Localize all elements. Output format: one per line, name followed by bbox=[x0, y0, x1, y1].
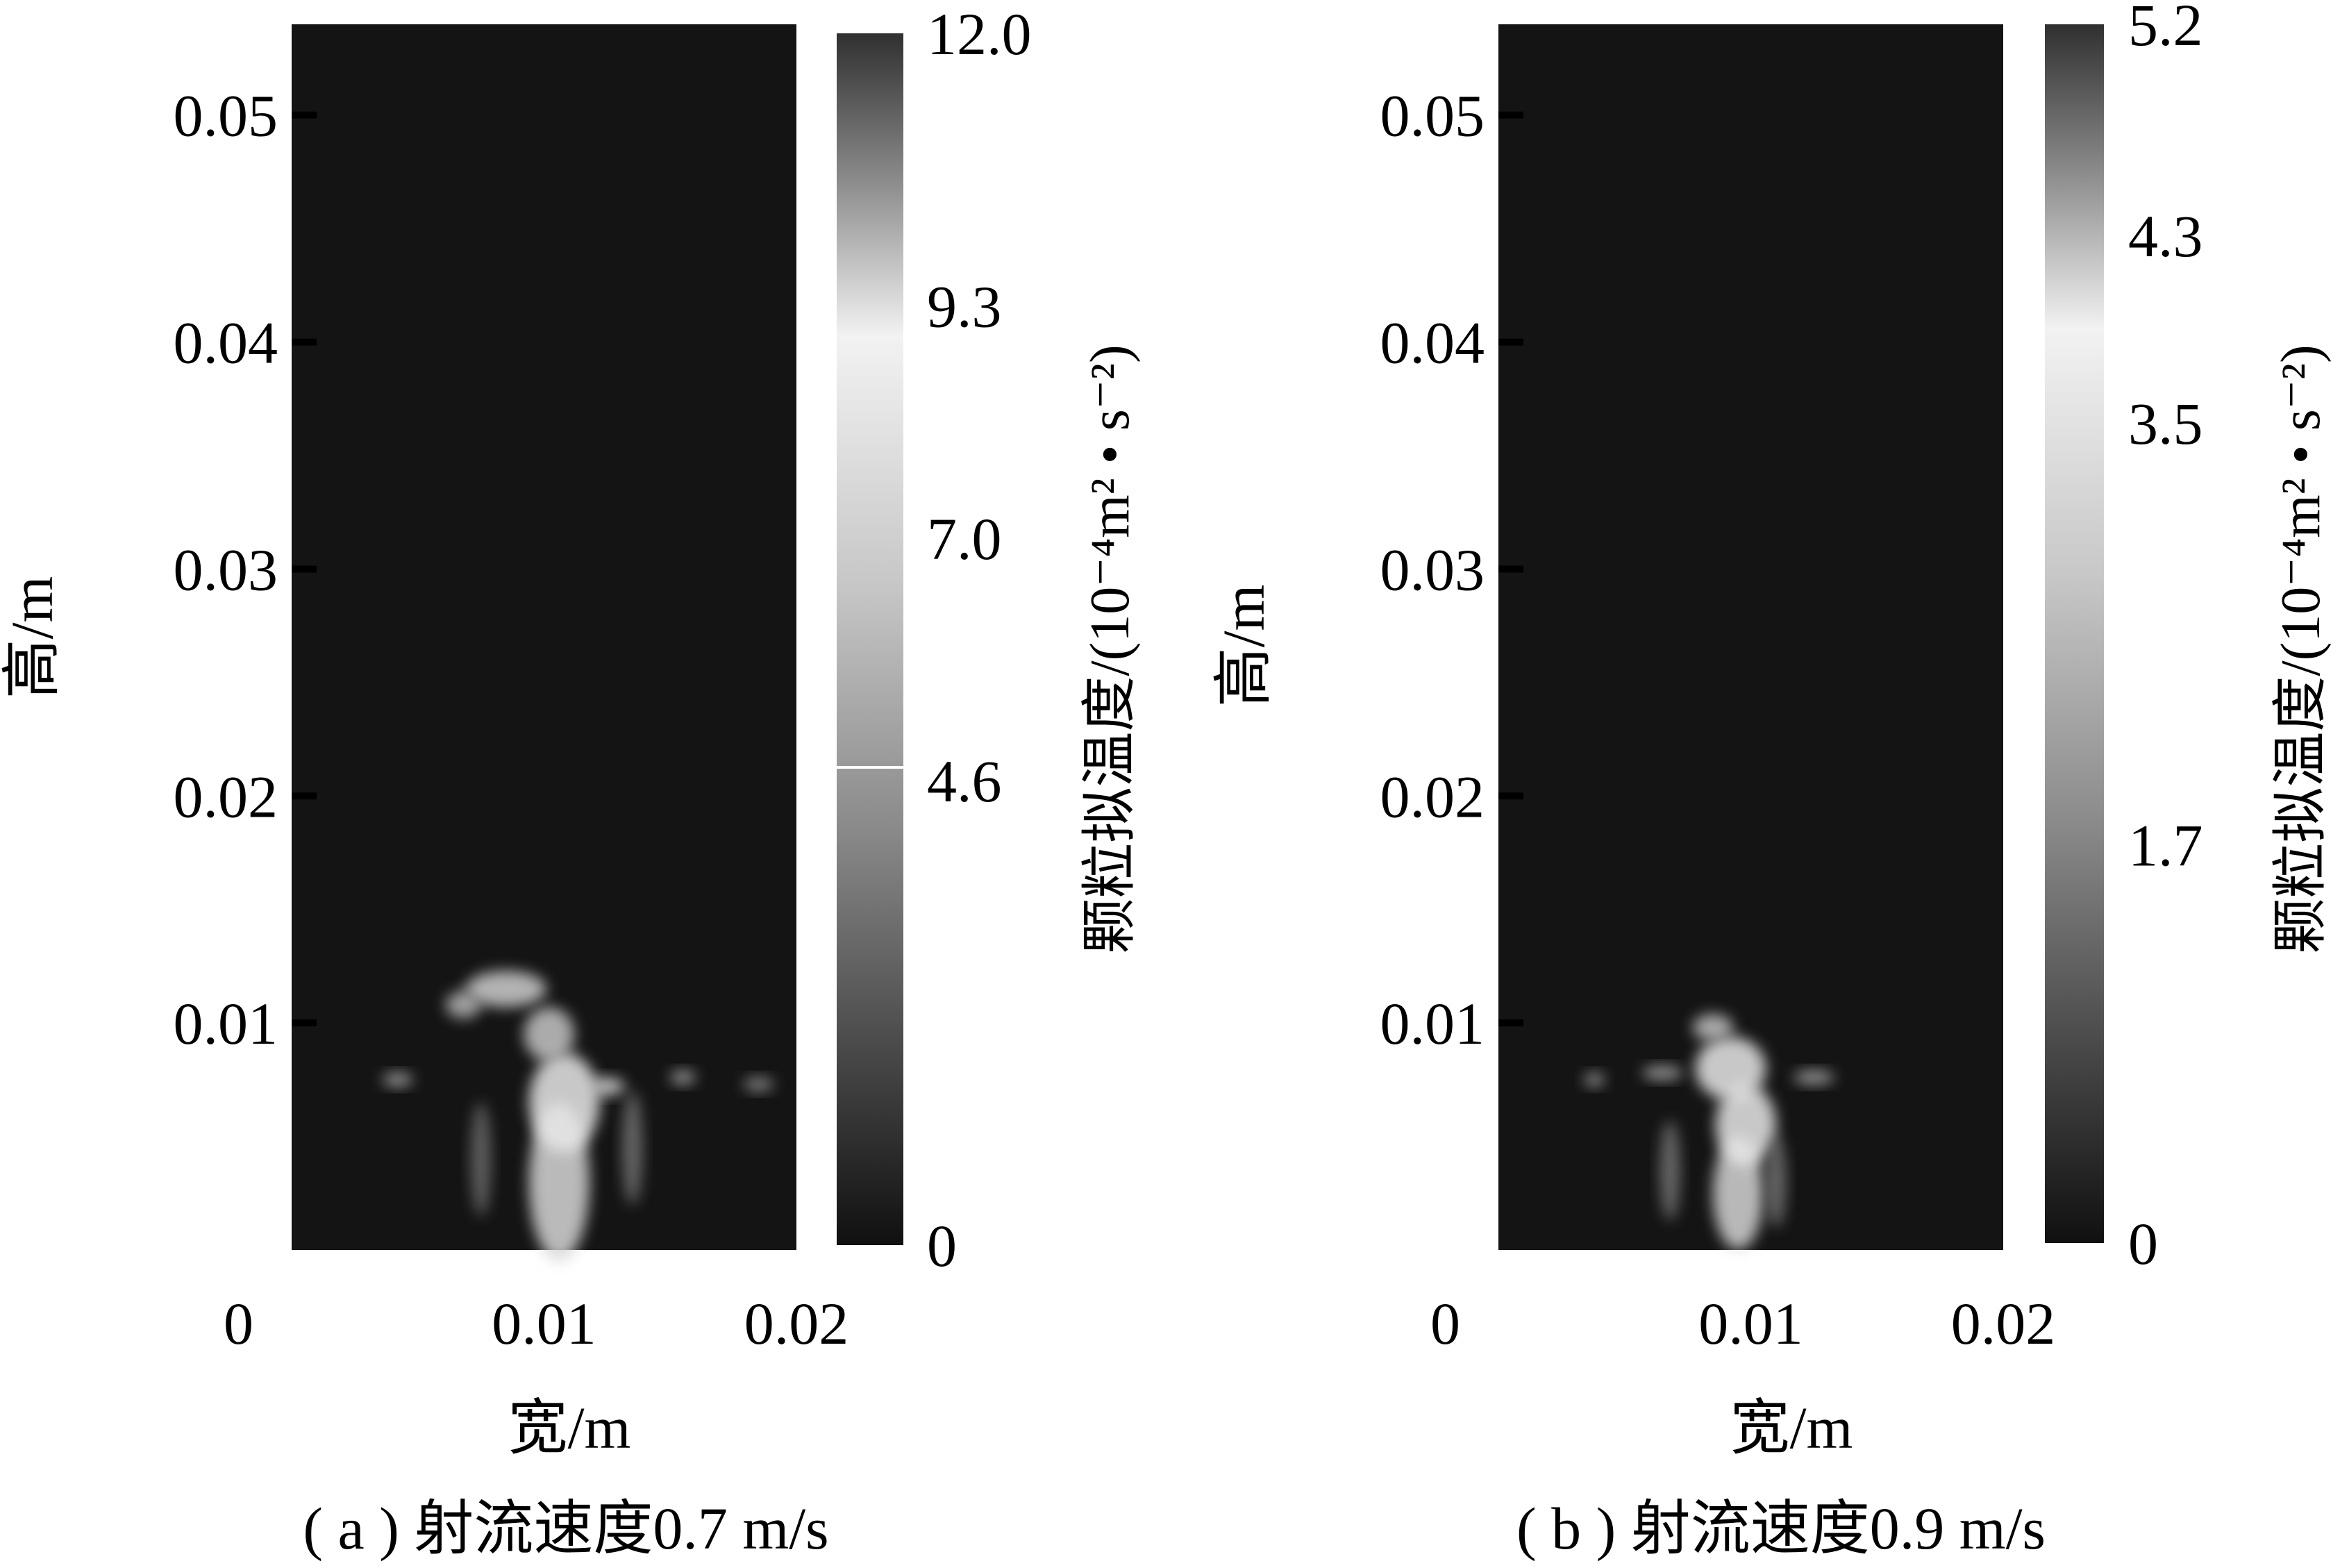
heatmap-hotspot bbox=[382, 1073, 413, 1087]
heatmap-hotspot bbox=[743, 1077, 774, 1092]
y-tick-label: 0.02 bbox=[1380, 763, 1485, 830]
y-tick-label: 0.05 bbox=[174, 83, 278, 149]
heatmap-hotspot bbox=[528, 1052, 600, 1153]
heatmap-hotspot bbox=[1715, 1084, 1776, 1167]
y-tick-label: 0.04 bbox=[1380, 310, 1485, 376]
panel-caption: ( b ) 射流速度0.9 m/s bbox=[1516, 1495, 2046, 1562]
heatmap-hotspot bbox=[445, 991, 481, 1019]
y-tick-label: 0.02 bbox=[174, 763, 278, 830]
heatmap-hotspots bbox=[382, 970, 774, 1262]
y-tick-label: 0.01 bbox=[1380, 990, 1485, 1057]
y-axis-label: 高/m bbox=[0, 576, 65, 699]
colorbar-tick-label: 4.3 bbox=[2128, 203, 2203, 269]
y-axis-ticks: 0.01 0.02 0.03 0.04 0.05 bbox=[174, 83, 317, 1057]
colorbar-label: 颗粒拟温度/(10⁻⁴m² • s⁻²) bbox=[1080, 344, 1141, 953]
heatmap-hotspot bbox=[471, 1102, 492, 1216]
colorbar-tick-label: 0 bbox=[2128, 1210, 2158, 1277]
heatmap-hotspot bbox=[622, 1091, 643, 1205]
x-tick-label: 0 bbox=[1430, 1290, 1460, 1357]
x-tick-label: 0 bbox=[224, 1290, 253, 1357]
heatmap-hotspot bbox=[1642, 1066, 1683, 1080]
y-tick-label: 0.03 bbox=[174, 536, 278, 603]
x-tick-label: 0.01 bbox=[492, 1290, 596, 1357]
heatmap-hotspot bbox=[465, 970, 547, 1008]
heatmap-hotspot bbox=[589, 1077, 625, 1096]
x-axis-ticks: 0 0.01 0.02 bbox=[1430, 1290, 2055, 1357]
y-tick-label: 0.05 bbox=[1380, 83, 1485, 149]
x-tick-label: 0.02 bbox=[744, 1290, 849, 1357]
colorbar bbox=[2045, 24, 2104, 1243]
colorbar-tick-label: 12.0 bbox=[927, 1, 1032, 67]
panel-caption: ( a ) 射流速度0.7 m/s bbox=[303, 1495, 828, 1562]
panel-b: 0.01 0.02 0.03 0.04 0.05 0 0.01 0.02 高/m 宽/m (… bbox=[1210, 0, 2332, 1562]
colorbar-ticks: 0 1.7 3.5 4.3 5.2 bbox=[2128, 0, 2203, 1277]
x-tick-label: 0.02 bbox=[1951, 1290, 2056, 1357]
x-axis-label: 宽/m bbox=[508, 1394, 631, 1461]
y-tick-label: 0.04 bbox=[174, 310, 278, 376]
y-tick-label: 0.01 bbox=[174, 990, 278, 1057]
colorbar-ticks: 0 4.6 7.0 9.3 12.0 bbox=[927, 1, 1032, 1279]
colorbar-tick-label: 7.0 bbox=[927, 506, 1002, 572]
heatmap-hotspot bbox=[1766, 1136, 1787, 1228]
heatmap-hotspot bbox=[1660, 1120, 1680, 1221]
heatmap-hotspot bbox=[1794, 1070, 1834, 1085]
heatmap-hotspot bbox=[1692, 1014, 1734, 1042]
heatmap-hotspot bbox=[670, 1070, 696, 1085]
x-tick-label: 0.01 bbox=[1698, 1290, 1803, 1357]
heatmap-hotspots bbox=[1584, 1014, 1834, 1250]
y-tick-label: 0.03 bbox=[1380, 536, 1485, 603]
heatmap-hotspot bbox=[524, 1007, 575, 1062]
colorbar-tick-label: 4.6 bbox=[927, 748, 1002, 815]
colorbar-tick-label: 5.2 bbox=[2128, 0, 2203, 58]
heatmap-hotspot bbox=[1584, 1073, 1605, 1087]
x-axis-label: 宽/m bbox=[1730, 1394, 1853, 1461]
y-axis-label: 高/m bbox=[1210, 585, 1277, 708]
colorbar-tick-label: 3.5 bbox=[2128, 390, 2203, 457]
x-axis-ticks: 0 0.01 0.02 bbox=[224, 1290, 849, 1357]
colorbar bbox=[837, 33, 903, 1245]
colorbar-tick-label: 0 bbox=[927, 1212, 957, 1279]
panel-a: 0.01 0.02 0.03 0.04 0.05 0 0.01 0.02 高/m 宽/m (… bbox=[0, 1, 1141, 1562]
colorbar-label: 颗粒拟温度/(10⁻⁴m² • s⁻²) bbox=[2271, 344, 2332, 953]
colorbar-tick-label: 1.7 bbox=[2128, 812, 2203, 878]
colorbar-tick-label: 9.3 bbox=[927, 274, 1002, 340]
heatmap-hotspot bbox=[1695, 1036, 1766, 1101]
y-axis-ticks: 0.01 0.02 0.03 0.04 0.05 bbox=[1380, 83, 1523, 1057]
